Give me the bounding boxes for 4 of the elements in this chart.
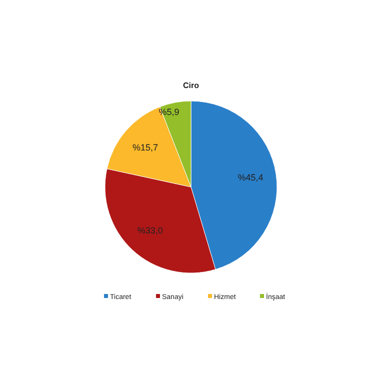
data-label: %15,7 [132, 142, 158, 152]
chart-title: Ciro [183, 81, 200, 90]
data-label: %45,4 [238, 172, 264, 183]
data-label: %33,0 [137, 226, 163, 236]
